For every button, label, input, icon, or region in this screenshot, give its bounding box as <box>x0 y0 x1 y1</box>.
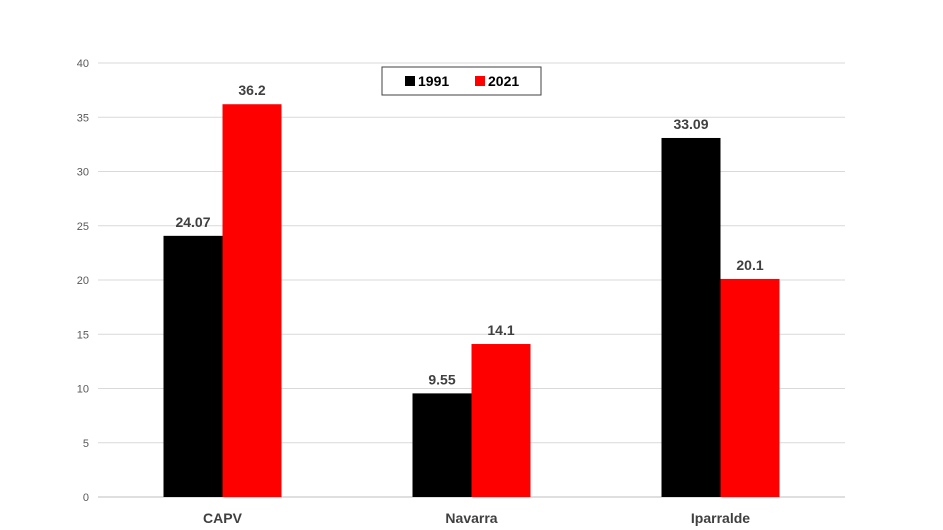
data-label: 20.1 <box>736 257 763 273</box>
y-tick-label: 40 <box>77 58 89 70</box>
x-category-label: Navarra <box>445 510 497 526</box>
y-tick-label: 0 <box>83 492 89 504</box>
data-label: 33.09 <box>673 116 708 132</box>
x-category-label: Iparralde <box>691 510 750 526</box>
legend-swatch-1991 <box>405 76 415 86</box>
y-tick-label: 10 <box>77 384 89 396</box>
legend-label: 2021 <box>488 73 519 89</box>
y-tick-label: 25 <box>77 221 89 233</box>
y-tick-label: 15 <box>77 329 89 341</box>
data-label: 14.1 <box>487 322 514 338</box>
bar-2021 <box>222 104 282 497</box>
legend-swatch-2021 <box>475 76 485 86</box>
y-tick-label: 35 <box>77 112 89 124</box>
data-label: 9.55 <box>428 371 455 387</box>
bar-1991 <box>163 235 223 497</box>
bar-2021 <box>720 278 780 497</box>
bar-1991 <box>412 393 472 497</box>
y-tick-label: 20 <box>77 275 89 287</box>
y-tick-label: 30 <box>77 167 89 179</box>
legend-label: 1991 <box>418 73 449 89</box>
data-label: 24.07 <box>175 214 210 230</box>
x-category-label: CAPV <box>203 510 243 526</box>
data-label: 36.2 <box>238 82 265 98</box>
bar-2021 <box>471 344 531 497</box>
y-tick-label: 5 <box>83 438 89 450</box>
bar-1991 <box>661 137 721 497</box>
